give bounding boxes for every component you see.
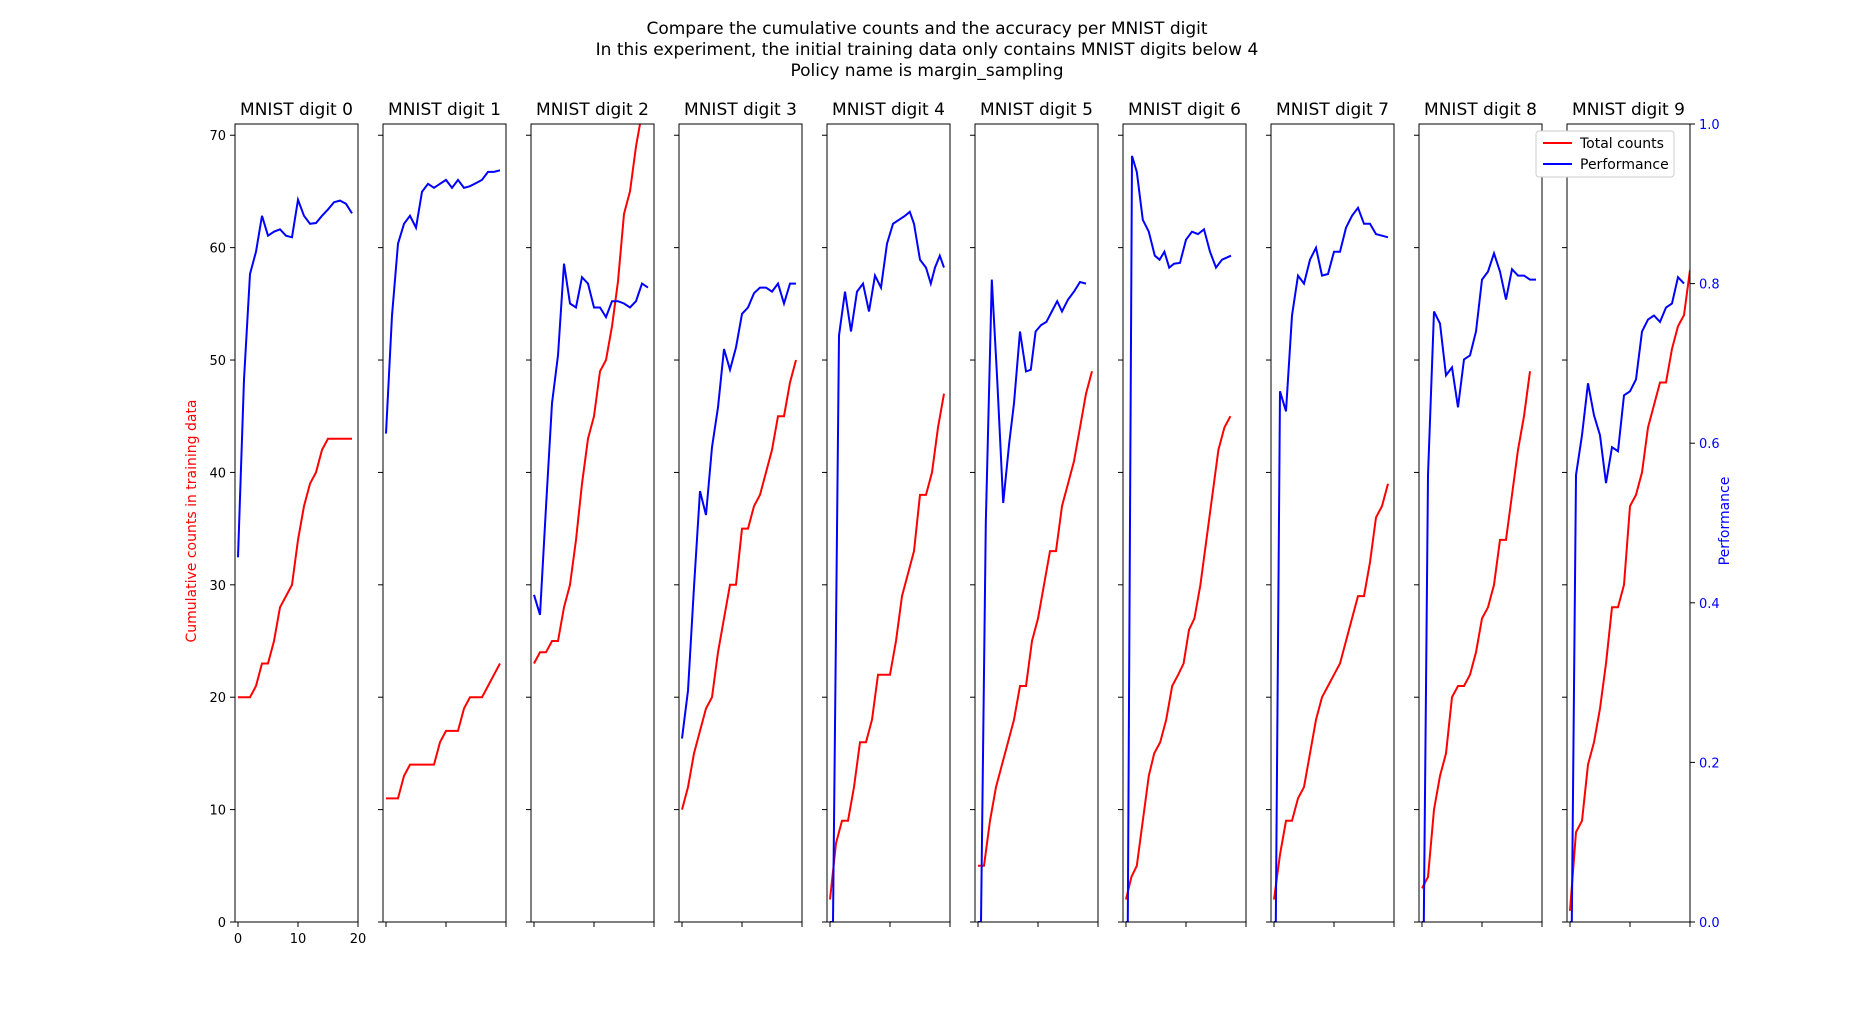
performance-line: [385, 169, 501, 434]
left-tick-label: 20: [209, 691, 226, 706]
panel-digit-7: MNIST digit 7: [1266, 100, 1395, 927]
left-tick-label: 50: [209, 354, 226, 369]
performance-line: [1274, 205, 1389, 922]
x-tick-label: 10: [290, 932, 307, 947]
total-counts-line: [681, 359, 797, 810]
panel-frame: [678, 123, 803, 923]
panel-frame: [234, 123, 359, 923]
panel-frame: [974, 123, 1099, 923]
panel-digit-5: MNIST digit 5: [970, 100, 1099, 927]
performance-line: [1570, 275, 1685, 922]
panel-frame: [1566, 123, 1691, 923]
total-counts-line: [829, 393, 945, 900]
right-tick-label: 0.4: [1699, 597, 1720, 612]
x-tick-label: 20: [350, 932, 367, 947]
right-tick-label: 0.6: [1699, 437, 1720, 452]
panel-title: MNIST digit 7: [1276, 100, 1389, 120]
panel-title: MNIST digit 1: [388, 100, 501, 120]
total-counts-line: [386, 663, 501, 800]
panel-digit-0: MNIST digit 0 0 10 20 30 40 50 60 70 0 10 20: [209, 100, 366, 947]
panel-title: MNIST digit 6: [1128, 100, 1241, 120]
y-axis-label-right: Performance: [1717, 477, 1733, 566]
total-counts-line: [533, 124, 642, 664]
legend: Total counts Performance: [1535, 130, 1675, 178]
performance-line: [978, 279, 1087, 922]
panel-digit-6: MNIST digit 6: [1118, 100, 1247, 927]
panel-frame: [826, 123, 951, 923]
total-counts-line: [1569, 269, 1690, 911]
performance-line: [681, 281, 796, 739]
figure-title-line-3: Policy name is margin_sampling: [791, 61, 1064, 81]
panel-digit-2: MNIST digit 2: [526, 100, 655, 927]
panel-digit-1: MNIST digit 1: [378, 100, 507, 927]
total-counts-line: [1273, 483, 1389, 900]
performance-line: [237, 195, 353, 558]
panel-digit-9: MNIST digit 9 0.0 0.2 0.4 0.6 0.8 1.0: [1562, 100, 1720, 931]
left-tick-label: 40: [209, 466, 226, 481]
panel-title: MNIST digit 0: [240, 100, 353, 120]
left-tick-label: 30: [209, 579, 226, 594]
performance-line: [1422, 250, 1536, 922]
y-axis-label-left: Cumulative counts in training data: [184, 399, 200, 642]
panel-digit-8: MNIST digit 8: [1414, 100, 1543, 927]
right-tick-label: 0.0: [1699, 916, 1720, 931]
panel-frame: [382, 123, 507, 923]
right-tick-label: 0.8: [1699, 278, 1720, 293]
total-counts-line: [978, 371, 1093, 867]
left-tick-label: 60: [209, 242, 226, 257]
panel-title: MNIST digit 5: [980, 100, 1093, 120]
performance-line: [1126, 155, 1232, 922]
left-tick-label: 0: [218, 916, 226, 931]
figure-title-line-2: In this experiment, the initial training…: [596, 40, 1259, 60]
figure-title: Compare the cumulative counts and the ac…: [596, 19, 1259, 81]
legend-label-performance: Performance: [1580, 157, 1669, 173]
performance-line: [830, 210, 945, 922]
panel-digit-4: MNIST digit 4: [822, 100, 951, 927]
panel-frame: [530, 123, 655, 923]
total-counts-line: [1125, 415, 1232, 900]
panel-frame: [1418, 123, 1543, 923]
panel-digit-3: MNIST digit 3: [674, 100, 803, 927]
left-tick-label: 10: [209, 804, 226, 819]
panel-title: MNIST digit 4: [832, 100, 945, 120]
right-tick-label: 0.2: [1699, 756, 1720, 771]
panel-frame: [1270, 123, 1395, 923]
x-tick-label: 0: [234, 932, 242, 947]
panel-title: MNIST digit 3: [684, 100, 797, 120]
panel-title: MNIST digit 9: [1572, 100, 1685, 120]
legend-label-total-counts: Total counts: [1579, 136, 1664, 152]
total-counts-line: [1421, 371, 1531, 889]
total-counts-line: [238, 437, 352, 699]
panel-title: MNIST digit 2: [536, 100, 649, 120]
panel-title: MNIST digit 8: [1424, 100, 1537, 120]
figure-title-line-1: Compare the cumulative counts and the ac…: [646, 19, 1207, 39]
performance-line: [533, 263, 649, 616]
panel-frame: [1122, 123, 1247, 923]
right-tick-label: 1.0: [1699, 118, 1720, 133]
left-tick-label: 70: [209, 129, 226, 144]
